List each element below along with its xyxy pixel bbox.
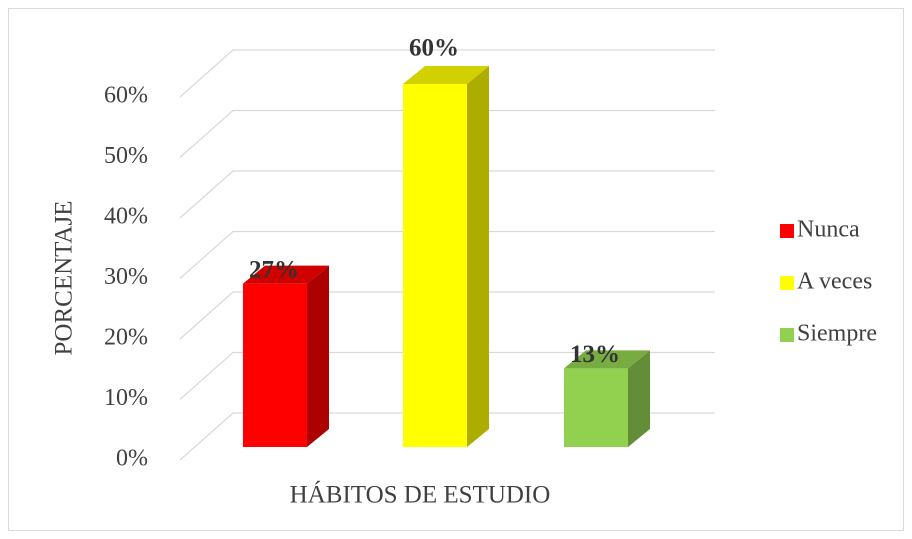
bar-side: [628, 350, 650, 447]
bar-side: [467, 66, 489, 447]
legend-swatch: [780, 224, 794, 238]
grid-line: [179, 170, 715, 219]
grid-line: [179, 109, 715, 158]
grid-line: [179, 351, 715, 400]
y-tick-label: 40%: [104, 204, 148, 230]
y-tick-label: 30%: [104, 264, 148, 290]
grid-line: [179, 291, 715, 340]
y-tick-label: 60%: [104, 83, 148, 109]
grid-line: [179, 412, 715, 461]
data-label: 27%: [249, 256, 299, 283]
data-label: 60%: [409, 35, 459, 62]
bar-top: [243, 265, 329, 284]
bar-top: [564, 350, 650, 369]
data-label: 13%: [570, 341, 620, 368]
bar-front: [564, 368, 628, 447]
grid-line: [179, 49, 715, 98]
bar-front: [403, 84, 467, 447]
bar-top: [403, 66, 489, 84]
legend-label: Nunca: [797, 217, 860, 243]
bar-front: [243, 283, 307, 447]
y-tick-label: 0%: [116, 446, 148, 472]
grid-line: [179, 230, 715, 279]
legend-label: A veces: [797, 269, 872, 295]
y-tick-label: 10%: [104, 385, 148, 411]
x-category-label: HÁBITOS DE ESTUDIO: [290, 481, 551, 509]
legend-swatch: [780, 276, 794, 290]
legend-label: Siempre: [797, 321, 877, 347]
y-tick-label: 50%: [104, 143, 148, 169]
bar-side: [307, 265, 329, 447]
y-axis-label: PORCENTAJE: [51, 201, 78, 356]
legend-swatch: [780, 328, 794, 342]
y-tick-label: 20%: [104, 325, 148, 351]
